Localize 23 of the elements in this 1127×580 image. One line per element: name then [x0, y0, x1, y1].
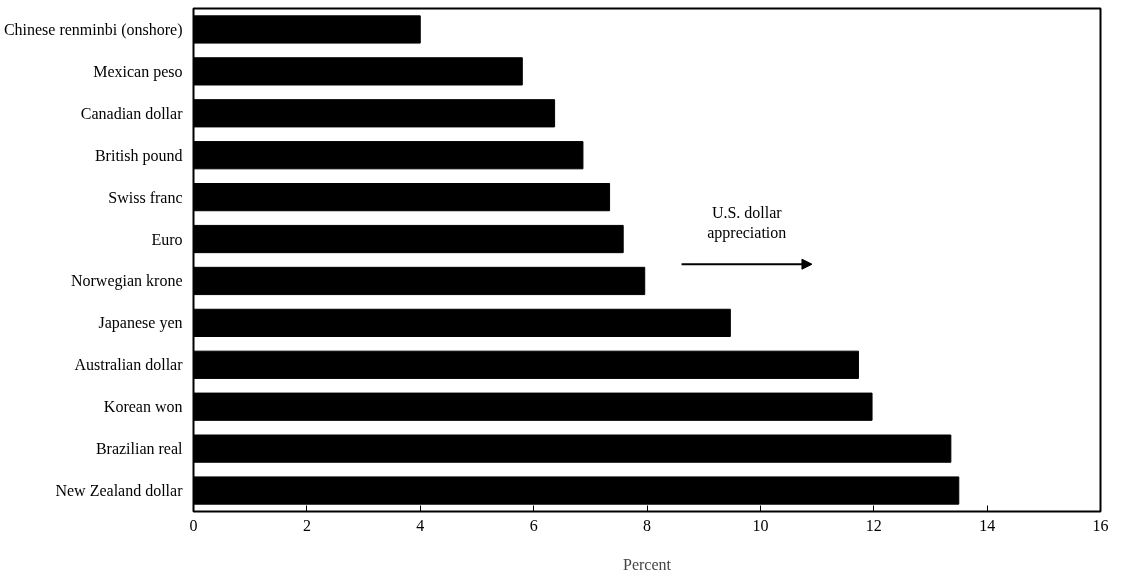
x-tick-label: 6 [529, 516, 538, 534]
x-tick-label: 8 [643, 516, 651, 534]
y-tick-label: Euro [151, 230, 183, 248]
x-tick-label: 12 [865, 516, 882, 534]
y-tick-label: Swiss franc [108, 188, 183, 206]
y-tick-label: Australian dollar [74, 356, 184, 374]
x-tick-label: 14 [979, 516, 996, 534]
x-axis-title: Percent [623, 555, 672, 573]
annotation: U.S. dollar appreciation [707, 203, 787, 242]
y-tick-label: Norwegian krone [70, 272, 183, 291]
x-tick-label: 2 [302, 516, 311, 534]
x-tick-label: 16 [1092, 516, 1109, 534]
y-tick-label: British pound [94, 146, 183, 165]
y-tick-label: New Zealand dollar [55, 482, 184, 500]
y-tick-label: Chinese renminbi (onshore) [3, 20, 183, 39]
x-tick-label: 4 [416, 516, 425, 534]
y-tick-label: Mexican peso [93, 62, 183, 81]
y-tick-label: Japanese yen [98, 314, 183, 333]
x-tick-label: 0 [189, 516, 198, 534]
y-tick-label: Brazilian real [95, 440, 184, 458]
y-tick-label: Korean won [103, 398, 183, 416]
x-tick-label: 10 [752, 516, 769, 534]
y-tick-label: Canadian dollar [80, 104, 184, 122]
